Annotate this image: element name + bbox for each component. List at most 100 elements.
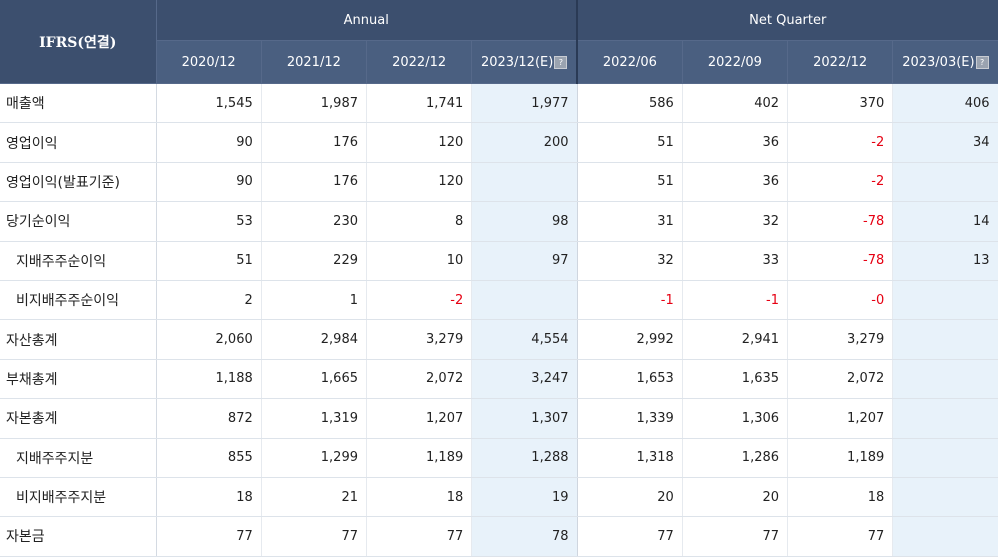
value-cell: 1,188: [156, 359, 262, 400]
period-header: 2022/12: [366, 40, 473, 84]
row-label[interactable]: 부채총계: [0, 359, 157, 400]
row-label[interactable]: 지배주주순이익: [0, 241, 157, 281]
estimate-value-cell: [892, 280, 998, 321]
table-row: 자본금 77 77 77 78 77 77 77: [0, 516, 998, 557]
estimate-value-cell: 1,288: [471, 438, 578, 478]
period-header-estimate: 2023/03(E)?: [892, 40, 998, 84]
value-cell: 1,653: [577, 359, 683, 400]
estimate-value-cell: [892, 162, 998, 203]
value-cell: 872: [156, 398, 262, 439]
table-row: 부채총계 1,188 1,665 2,072 3,247 1,653 1,635 2,072: [0, 359, 998, 400]
value-cell: 20: [577, 477, 683, 518]
value-cell: -78: [787, 241, 894, 281]
estimate-value-cell: 1,977: [471, 83, 578, 124]
period-header: 2020/12: [156, 40, 262, 84]
value-cell: 18: [787, 477, 894, 518]
value-cell: -1: [577, 280, 683, 321]
value-cell: 402: [682, 83, 789, 124]
estimate-value-cell: 97: [471, 241, 578, 281]
row-label[interactable]: 지배주주지분: [0, 438, 157, 478]
value-cell: 2,072: [787, 359, 894, 400]
value-cell: 1,189: [366, 438, 473, 478]
period-header: 2021/12: [261, 40, 368, 84]
table-row: 영업이익(발표기준) 90 176 120 51 36 -2: [0, 162, 998, 203]
value-cell: -1: [682, 280, 789, 321]
value-cell: 120: [366, 122, 473, 163]
value-cell: 77: [577, 516, 683, 557]
value-cell: 2,984: [261, 319, 368, 360]
estimate-value-cell: [471, 162, 578, 203]
period-header: 2022/12: [787, 40, 894, 84]
value-cell: 18: [366, 477, 473, 518]
value-cell: 77: [366, 516, 473, 557]
value-cell: 1,987: [261, 83, 368, 124]
value-cell: 176: [261, 162, 368, 203]
value-cell: 1,207: [366, 398, 473, 439]
value-cell: 1,299: [261, 438, 368, 478]
value-cell: 90: [156, 162, 262, 203]
value-cell: 1,635: [682, 359, 789, 400]
value-cell: 3,279: [366, 319, 473, 360]
value-cell: 2,941: [682, 319, 789, 360]
value-cell: 2: [156, 280, 262, 321]
row-label[interactable]: 자본총계: [0, 398, 157, 439]
value-cell: -2: [787, 162, 894, 203]
value-cell: 1,306: [682, 398, 789, 439]
value-cell: 77: [787, 516, 894, 557]
value-cell: 77: [261, 516, 368, 557]
table-row: 자산총계 2,060 2,984 3,279 4,554 2,992 2,941 3,279: [0, 319, 998, 360]
estimate-value-cell: 13: [892, 241, 998, 281]
row-label[interactable]: 매출액: [0, 83, 157, 124]
row-label[interactable]: 영업이익(발표기준): [0, 162, 157, 203]
estimate-help-icon[interactable]: ?: [554, 55, 568, 69]
value-cell: 10: [366, 241, 473, 281]
table-row: 영업이익 90 176 120 200 51 36 -2 34: [0, 122, 998, 163]
estimate-value-cell: 1,307: [471, 398, 578, 439]
estimate-value-cell: 14: [892, 201, 998, 242]
table-row: 지배주주지분 855 1,299 1,189 1,288 1,318 1,286 1,189: [0, 438, 998, 478]
value-cell: -78: [787, 201, 894, 242]
table-row: 지배주주순이익 51 229 10 97 32 33 -78 13: [0, 241, 998, 281]
table-row: 비지배주주지분 18 21 18 19 20 20 18: [0, 477, 998, 518]
row-label[interactable]: 영업이익: [0, 122, 157, 163]
value-cell: 36: [682, 162, 789, 203]
period-header: 2022/09: [682, 40, 789, 84]
table-row: 비지배주주순이익 2 1 -2 -1 -1 -0: [0, 280, 998, 321]
value-cell: 1: [261, 280, 368, 321]
value-cell: 1,339: [577, 398, 683, 439]
value-cell: 77: [156, 516, 262, 557]
value-cell: 31: [577, 201, 683, 242]
value-cell: -0: [787, 280, 894, 321]
estimate-value-cell: 78: [471, 516, 578, 557]
row-label[interactable]: 비지배주주순이익: [0, 280, 157, 321]
estimate-value-cell: [892, 438, 998, 478]
value-cell: 32: [682, 201, 789, 242]
value-cell: 2,060: [156, 319, 262, 360]
period-header-estimate: 2023/12(E)?: [471, 40, 579, 84]
value-cell: 1,545: [156, 83, 262, 124]
value-cell: 2,072: [366, 359, 473, 400]
table-row: 자본총계 872 1,319 1,207 1,307 1,339 1,306 1,207: [0, 398, 998, 439]
table-row: 매출액 1,545 1,987 1,741 1,977 586 402 370 406: [0, 83, 998, 124]
row-label[interactable]: 자본금: [0, 516, 157, 557]
value-cell: 77: [682, 516, 789, 557]
estimate-help-icon[interactable]: ?: [975, 55, 989, 69]
period-header: 2022/06: [577, 40, 683, 84]
value-cell: 1,189: [787, 438, 894, 478]
value-cell: 51: [577, 122, 683, 163]
value-cell: 32: [577, 241, 683, 281]
estimate-value-cell: 200: [471, 122, 578, 163]
value-cell: 1,318: [577, 438, 683, 478]
row-label[interactable]: 비지배주주지분: [0, 477, 157, 518]
value-cell: -2: [366, 280, 473, 321]
row-label[interactable]: 당기순이익: [0, 201, 157, 242]
value-cell: 1,286: [682, 438, 789, 478]
row-label[interactable]: 자산총계: [0, 319, 157, 360]
estimate-value-cell: 98: [471, 201, 578, 242]
estimate-value-cell: [471, 280, 578, 321]
value-cell: 586: [577, 83, 683, 124]
estimate-value-cell: 4,554: [471, 319, 578, 360]
estimate-value-cell: [892, 477, 998, 518]
value-cell: 33: [682, 241, 789, 281]
